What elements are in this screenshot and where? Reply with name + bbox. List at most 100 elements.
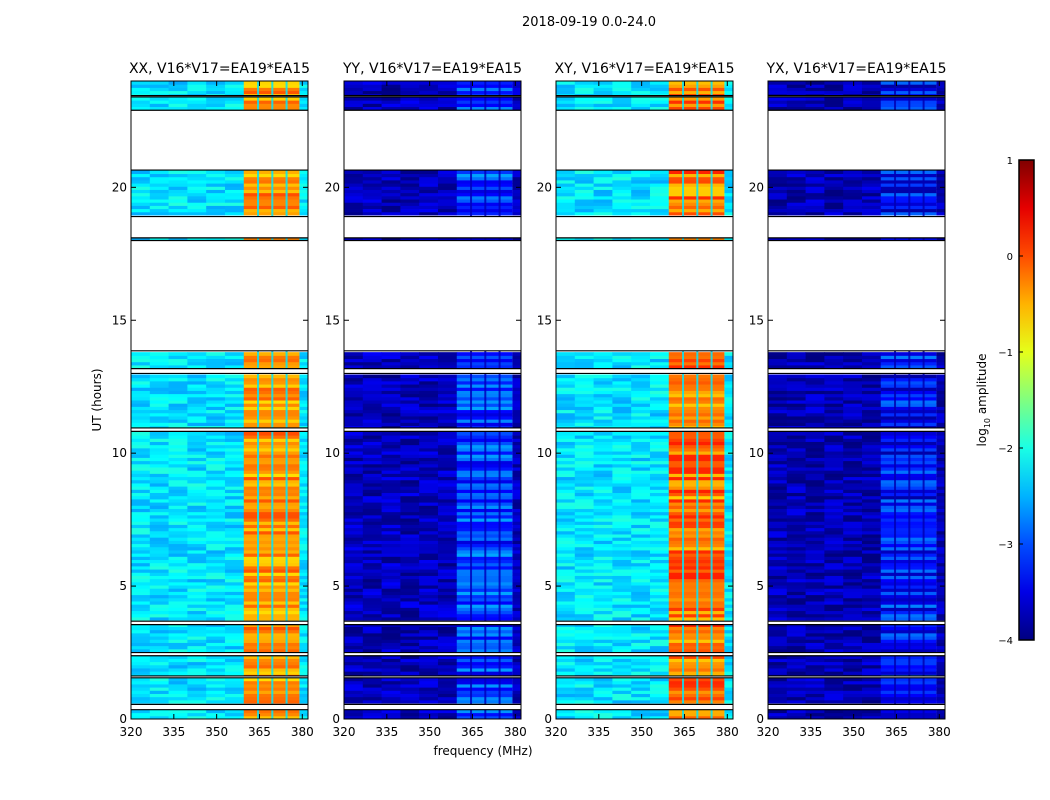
heatmap-cell [168, 518, 188, 522]
heatmap-cell [187, 562, 207, 567]
heatmap-cell [381, 677, 401, 682]
heatmap-cell [861, 604, 882, 608]
heatmap-cell [224, 403, 245, 407]
heatmap-cell [786, 553, 807, 557]
heatmap-cell [512, 645, 521, 650]
heatmap-cell [612, 179, 632, 184]
heatmap-cell [299, 518, 308, 522]
heatmap-cell [936, 645, 945, 650]
heatmap-cell [649, 479, 670, 484]
x-tick-label: 365 [248, 725, 271, 739]
heatmap-cell [344, 179, 364, 184]
heatmap-cell [344, 543, 364, 548]
heatmap-cell [206, 208, 226, 213]
heatmap-cell [861, 476, 882, 481]
heatmap-cell [381, 199, 401, 203]
heatmap-cell [419, 709, 439, 714]
heatmap-cell [224, 396, 245, 401]
heatmap-cell [768, 556, 788, 560]
heatmap-cell [400, 355, 420, 360]
heatmap-cell [593, 600, 613, 605]
heatmap-cell [861, 533, 882, 538]
heatmap-cell [299, 438, 308, 442]
heatmap-cell [187, 658, 207, 663]
heatmap-cell [362, 377, 383, 382]
heatmap-cell [861, 403, 882, 407]
panel-heatmap [768, 81, 945, 720]
heatmap-cell [593, 610, 613, 615]
heatmap-cell [631, 597, 651, 602]
heatmap-cell [786, 444, 807, 449]
heatmap-cell [419, 106, 439, 111]
heatmap-cell [299, 431, 308, 436]
heatmap-cell [437, 594, 458, 599]
heatmap-cell [131, 489, 151, 494]
heatmap-cell [768, 699, 788, 704]
heatmap-cell [843, 616, 863, 621]
heatmap-cell [362, 361, 383, 366]
heatmap-cell [206, 540, 226, 545]
heatmap-cell [649, 374, 670, 379]
heatmap-cell [824, 84, 844, 88]
heatmap-cell [936, 396, 945, 401]
heatmap-cell [206, 642, 226, 647]
heatmap-cell [936, 409, 945, 414]
heatmap-cell [936, 486, 945, 490]
heatmap-cell [593, 400, 613, 404]
heatmap-cell [362, 374, 383, 379]
heatmap-cell [724, 489, 733, 494]
heatmap-cell [861, 454, 882, 458]
heatmap-cell [649, 671, 670, 675]
heatmap-cell [631, 179, 651, 184]
heatmap-cell [612, 192, 632, 197]
heatmap-cell [612, 524, 632, 529]
heatmap-cell [381, 406, 401, 411]
heatmap-cell [593, 533, 613, 538]
heatmap-cell [131, 578, 151, 583]
heatmap-cell [299, 502, 308, 506]
heatmap-cell [512, 396, 521, 401]
heatmap-cell [824, 199, 844, 203]
heatmap-cell [512, 524, 521, 529]
heatmap-cell [861, 431, 882, 436]
heatmap-cell [299, 176, 308, 181]
heatmap-cell [805, 447, 825, 452]
heatmap-cell [224, 690, 245, 694]
heatmap-cell [400, 393, 420, 398]
heatmap-cell [861, 176, 882, 181]
heatmap-cell [805, 361, 825, 366]
heatmap-cell [224, 658, 245, 663]
heatmap-cell [299, 639, 308, 643]
heatmap-cell [631, 677, 651, 682]
heatmap-cell [344, 202, 364, 206]
heatmap-cell [824, 179, 844, 184]
heatmap-cell [381, 460, 401, 465]
heatmap-cell [724, 626, 733, 631]
heatmap-cell [724, 511, 733, 516]
heatmap-cell [419, 578, 439, 583]
heatmap-cell [512, 419, 521, 423]
heatmap-cell [936, 400, 945, 404]
heatmap-cell [556, 470, 576, 474]
heatmap-cell [419, 457, 439, 462]
heatmap-cell [419, 585, 439, 589]
heatmap-cell [168, 482, 188, 487]
y-tick-label: 10 [749, 446, 764, 460]
heatmap-cell [556, 664, 576, 669]
heatmap-cell [612, 387, 632, 391]
heatmap-cell [612, 364, 632, 369]
heatmap-cell [631, 690, 651, 694]
heatmap-cell [344, 556, 364, 560]
heatmap-cell [381, 489, 401, 494]
heatmap-cell [344, 444, 364, 449]
heatmap-cell [344, 81, 364, 85]
heatmap-cell [381, 100, 401, 104]
heatmap-cell [206, 237, 226, 241]
heatmap-cell [631, 556, 651, 560]
heatmap-cell [805, 540, 825, 545]
heatmap-cell [843, 498, 863, 503]
heatmap-cell [556, 696, 576, 701]
heatmap-cell [768, 479, 788, 484]
heatmap-cell [649, 502, 670, 506]
heatmap-cell [649, 642, 670, 647]
